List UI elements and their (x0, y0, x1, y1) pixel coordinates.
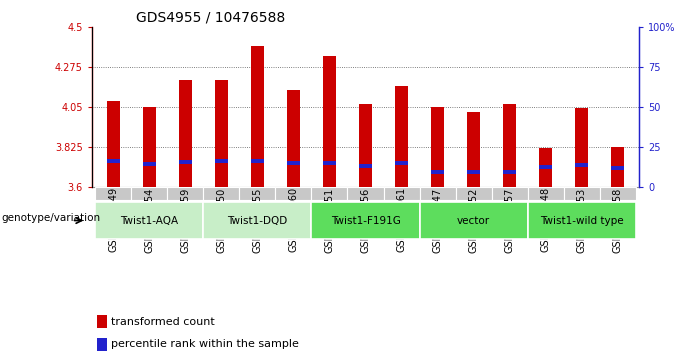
Text: genotype/variation: genotype/variation (2, 213, 101, 224)
Bar (420, 187, 456, 200)
Bar (431, 170, 444, 174)
Text: GSM1211860: GSM1211860 (288, 187, 299, 252)
Bar (395, 161, 408, 165)
Bar (467, 170, 480, 174)
Bar (275, 187, 311, 200)
Bar (143, 107, 156, 187)
Bar (215, 159, 228, 163)
Text: GSM1211857: GSM1211857 (505, 187, 515, 253)
Bar (287, 90, 300, 187)
Bar (311, 187, 347, 200)
Bar (251, 159, 264, 163)
Bar (167, 187, 203, 200)
Text: Twist1-wild type: Twist1-wild type (540, 216, 624, 225)
Bar (311, 202, 420, 239)
Bar (239, 187, 275, 200)
Text: Twist1-F191G: Twist1-F191G (330, 216, 401, 225)
Text: transformed count: transformed count (111, 317, 215, 327)
Bar (539, 148, 552, 187)
Bar (107, 159, 120, 163)
Bar (528, 187, 564, 200)
Bar (143, 162, 156, 166)
Text: GSM1211859: GSM1211859 (180, 187, 190, 253)
Bar (395, 86, 408, 187)
Bar (420, 202, 528, 239)
Bar (215, 79, 228, 187)
Text: GSM1211851: GSM1211851 (324, 187, 335, 253)
Bar (359, 164, 372, 168)
Bar (503, 170, 516, 174)
Bar (107, 101, 120, 187)
Text: GSM1211847: GSM1211847 (432, 187, 443, 253)
Bar (203, 202, 311, 239)
Bar (575, 163, 588, 167)
Bar (323, 56, 336, 187)
Bar (611, 147, 624, 187)
Text: GSM1211858: GSM1211858 (613, 187, 623, 253)
Bar (179, 79, 192, 187)
Text: GSM1211855: GSM1211855 (252, 187, 262, 253)
Bar (384, 187, 420, 200)
Bar (431, 107, 444, 187)
Text: GSM1211856: GSM1211856 (360, 187, 371, 253)
Text: percentile rank within the sample: percentile rank within the sample (111, 339, 299, 350)
Bar (323, 161, 336, 165)
Bar (251, 46, 264, 187)
Text: Twist1-AQA: Twist1-AQA (120, 216, 178, 225)
Bar (287, 161, 300, 165)
Bar (179, 160, 192, 164)
Text: GSM1211854: GSM1211854 (144, 187, 154, 253)
Bar (347, 187, 384, 200)
Bar (539, 166, 552, 170)
Text: GSM1211861: GSM1211861 (396, 187, 407, 252)
Bar (564, 187, 600, 200)
Text: GDS4955 / 10476588: GDS4955 / 10476588 (135, 11, 285, 25)
Bar (359, 103, 372, 187)
Text: GSM1211853: GSM1211853 (577, 187, 587, 253)
Bar (575, 108, 588, 187)
Bar (528, 202, 636, 239)
Text: vector: vector (457, 216, 490, 225)
Text: GSM1211852: GSM1211852 (469, 187, 479, 253)
Bar (131, 187, 167, 200)
Bar (600, 187, 636, 200)
Bar (97, 338, 107, 351)
Bar (492, 187, 528, 200)
Bar (203, 187, 239, 200)
Text: Twist1-DQD: Twist1-DQD (227, 216, 288, 225)
Bar (611, 166, 624, 170)
Bar (467, 111, 480, 187)
Bar (95, 202, 203, 239)
Bar (97, 315, 107, 329)
Text: GSM1211849: GSM1211849 (108, 187, 118, 252)
Text: GSM1211850: GSM1211850 (216, 187, 226, 253)
Bar (95, 187, 131, 200)
Bar (503, 105, 516, 187)
Bar (456, 187, 492, 200)
Text: GSM1211848: GSM1211848 (541, 187, 551, 252)
